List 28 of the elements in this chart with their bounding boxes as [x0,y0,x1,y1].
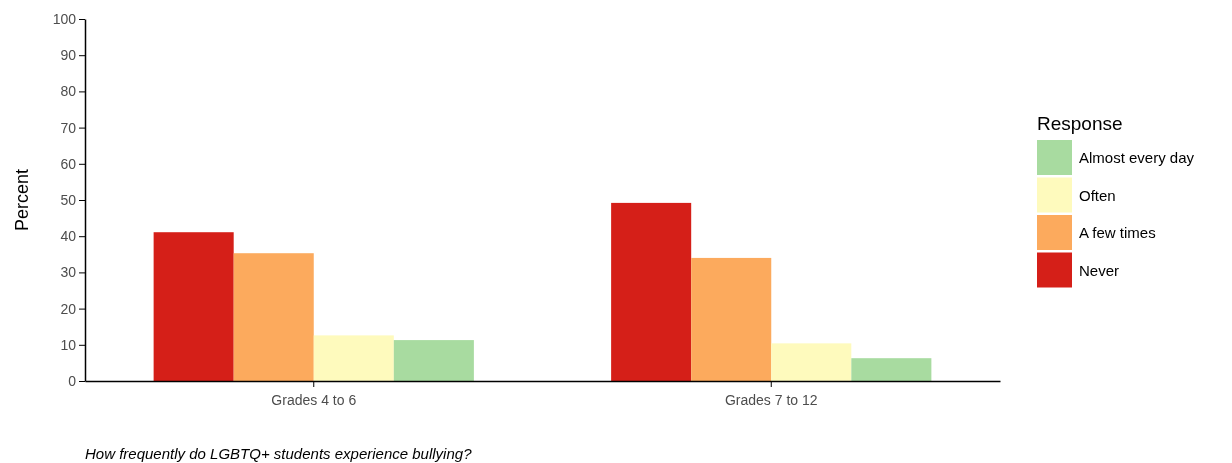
y-tick-label: 60 [60,155,77,172]
bar [851,358,932,381]
y-tick-label: 40 [60,228,77,245]
bar [153,232,234,381]
bar [611,202,692,381]
y-tick-label: 0 [68,372,77,389]
bar [771,343,852,381]
x-tick-label: Grades 4 to 6 [271,392,357,409]
legend-title: Response [1037,113,1123,134]
legend-label: Often [1079,186,1116,204]
y-axis-title: Percent [12,168,32,232]
bar [313,335,394,381]
y-tick-label: 20 [60,300,77,317]
legend-label: Almost every day [1079,149,1195,166]
y-tick-label: 30 [60,264,77,281]
y-tick-label: 100 [52,10,77,27]
y-tick-label: 70 [60,119,77,136]
bar [233,253,314,381]
text: How frequently do LGBTQ+ students experience bullying? [85,445,473,462]
x-tick-label: Grades 7 to 12 [724,392,818,409]
bar [393,340,474,381]
y-tick-label: 90 [60,47,77,64]
y-tick-label: 50 [60,191,77,208]
legend-label: Never [1079,261,1120,279]
y-tick-label: 10 [60,336,77,353]
bar [691,257,772,381]
legend-label: A few times [1079,224,1156,241]
y-tick-label: 80 [60,83,77,100]
